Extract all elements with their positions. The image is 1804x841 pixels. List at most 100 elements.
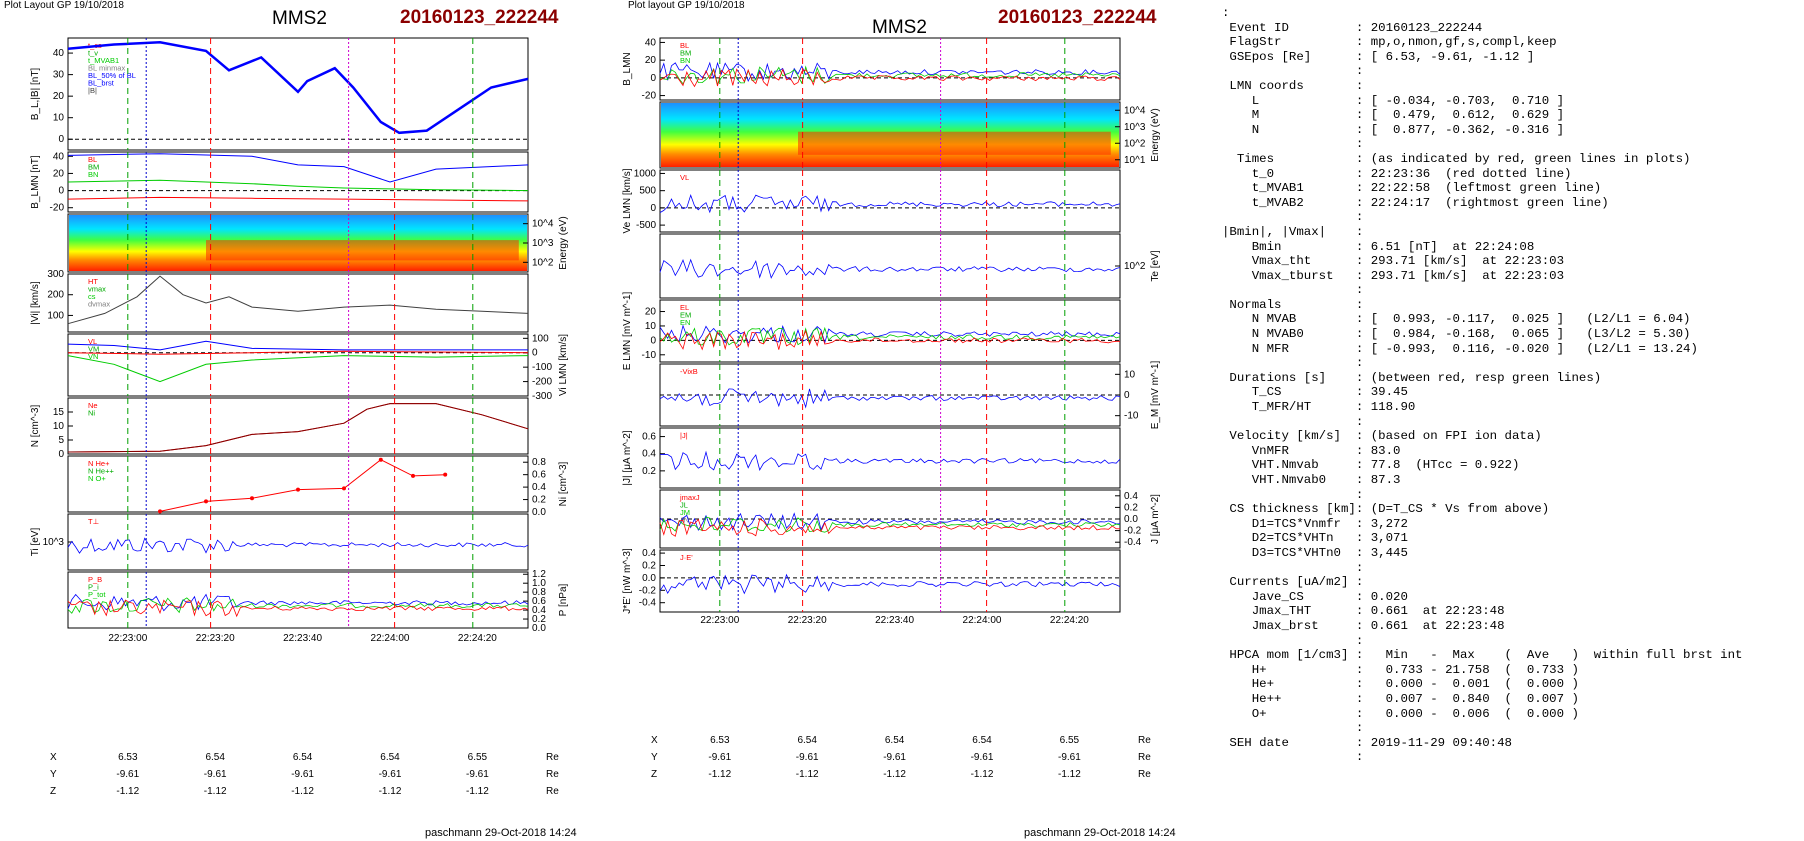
summary-line: Times : (as indicated by red, green line… <box>1222 151 1691 166</box>
series-ni <box>67 403 529 453</box>
orbit-value: 6.53 <box>710 735 730 746</box>
summary-line: Jave_CS : 0.020 <box>1222 589 1408 604</box>
orbit-unit: Re <box>546 769 559 780</box>
summary-line: LMN coords : <box>1222 78 1364 93</box>
panel-left-7: 0.8 0.60.4 0.20.0 Ni [cm^-3] N He+N He++N O+ <box>67 455 569 518</box>
series-bn <box>67 196 529 202</box>
time-tick-label: 22:23:00 <box>108 633 148 644</box>
y-tick-label: 1.0 <box>532 578 546 589</box>
summary-line: Normals : <box>1222 297 1364 312</box>
legend-entry: t_MVAB1 <box>88 56 119 65</box>
orbit-unit: Re <box>546 786 559 797</box>
summary-line: N : [ 0.877, -0.362, -0.316 ] <box>1222 122 1565 137</box>
y-tick-label: 10^4 <box>532 219 554 230</box>
legend-entry: VL <box>88 337 97 346</box>
summary-line: O+ : 0.000 - 0.006 ( 0.000 ) <box>1222 706 1579 721</box>
legend-entry: J·E' <box>680 553 693 562</box>
summary-line: : <box>1222 137 1364 152</box>
legend-entry: |B| <box>88 86 97 95</box>
orbit-value: 6.54 <box>380 752 400 763</box>
y-axis-label: |Vi| [km/s] <box>30 281 41 325</box>
orbit-value: 6.54 <box>884 735 905 746</box>
orbit-value: -1.12 <box>795 769 819 780</box>
panel-frame <box>659 37 1121 101</box>
middle-footer: paschmann 29-Oct-2018 14:24 <box>1024 827 1176 839</box>
y-axis-label: Vi LMN [km/s] <box>558 334 569 396</box>
time-tick-label: 22:23:20 <box>195 633 235 644</box>
y-tick-label: 10^1 <box>1124 155 1146 166</box>
y-tick-label: 0 <box>58 186 64 197</box>
y-axis-label: E LMN [mV m^-1] <box>622 291 633 370</box>
y-tick-label: 0.6 <box>532 596 546 607</box>
summary-line: D3=TCS*VHTn0 : 3,445 <box>1222 545 1408 560</box>
y-axis-label: Energy (eV) <box>558 216 569 269</box>
series-ne <box>67 403 529 453</box>
legend-entry: BM <box>88 163 99 172</box>
y-tick-label: 10 <box>1124 369 1136 380</box>
orbit-row-label: Z <box>50 786 57 797</box>
series-bm <box>67 179 529 192</box>
y-tick-label: 0 <box>1124 390 1130 401</box>
summary-line: : <box>1222 356 1364 371</box>
left-plot-caption: Plot Layout GP 19/10/2018 <box>4 0 124 11</box>
orbit-value: -1.12 <box>203 786 227 797</box>
orbit-row-label: Y <box>50 769 57 780</box>
orbit-unit: Re <box>546 752 559 763</box>
spectrogram-hot-band <box>798 131 1111 155</box>
legend-entry: BL <box>680 41 689 50</box>
y-tick-label: 10^2 <box>532 257 554 268</box>
y-tick-label: -100 <box>532 362 552 373</box>
summary-line: L : [ -0.034, -0.703, 0.710 ] <box>1222 93 1565 108</box>
orbit-value: 6.54 <box>205 752 225 763</box>
y-tick-label: 0.4 <box>1124 491 1138 502</box>
series-vm <box>67 355 529 383</box>
series-trace <box>659 512 1121 532</box>
orbit-value: 6.55 <box>1059 735 1080 746</box>
orbit-value: -9.61 <box>795 752 819 763</box>
summary-line: Durations [s] : (between red, resp green… <box>1222 370 1602 385</box>
legend-entry: Ne <box>88 401 98 410</box>
summary-line: t_0 : 22:23:36 (red dotted line) <box>1222 166 1572 181</box>
summary-line: VHT.Nmvab : 77.8 (HTcc = 0.922) <box>1222 458 1520 473</box>
y-tick-label: -500 <box>636 220 656 231</box>
summary-line: Vmax_tburst : 293.71 [km/s] at 22:23:03 <box>1222 268 1565 283</box>
summary-line: |Bmin|, |Vmax| : <box>1222 224 1364 239</box>
y-tick-label: 10^2 <box>1124 138 1146 149</box>
series-trace <box>67 599 529 618</box>
summary-line: GSEpos [Re] : [ 6.53, -9.61, -1.12 ] <box>1222 49 1535 64</box>
y-tick-label: -0.4 <box>639 598 657 609</box>
spectrogram-hot-band <box>206 240 519 261</box>
y-tick-label: -0.2 <box>639 585 657 596</box>
y-tick-label: 0.4 <box>532 605 546 616</box>
y-tick-label: 0 <box>650 73 656 84</box>
series-bl <box>67 41 529 135</box>
panel-frame <box>659 427 1121 489</box>
orbit-value: -9.61 <box>1057 752 1081 763</box>
legend-entry: VN <box>88 352 98 361</box>
summary-line: H+ : 0.733 - 21.758 ( 0.733 ) <box>1222 662 1579 677</box>
y-tick-label: 10 <box>645 321 657 332</box>
y-tick-label: 1.2 <box>532 569 546 580</box>
legend-entry: JN <box>680 516 689 525</box>
panel-frame <box>659 299 1121 363</box>
legend-entry: N He++ <box>88 467 114 476</box>
y-tick-label: 300 <box>47 269 64 280</box>
summary-line: : <box>1222 750 1364 765</box>
y-axis-label: Ni [cm^-3] <box>558 461 569 506</box>
y-tick-label: 10 <box>53 113 65 124</box>
y-axis-label: P [nPa] <box>558 583 569 616</box>
y-tick-label: 20 <box>53 91 65 102</box>
y-tick-label: 0.4 <box>642 548 656 559</box>
y-tick-label: 0 <box>58 134 64 145</box>
series-trace <box>659 388 1121 409</box>
time-tick-label: 22:23:00 <box>700 615 740 626</box>
legend-entry: jmaxJ <box>679 493 700 502</box>
y-tick-label: 0.6 <box>642 432 656 443</box>
panel-frame <box>67 273 529 333</box>
data-point <box>204 499 208 504</box>
time-tick-label: 22:24:00 <box>962 615 1002 626</box>
orbit-row-label: X <box>651 735 658 746</box>
legend-entry: Ni <box>88 409 95 418</box>
y-axis-label: J [μA m^-2] <box>1150 494 1161 544</box>
